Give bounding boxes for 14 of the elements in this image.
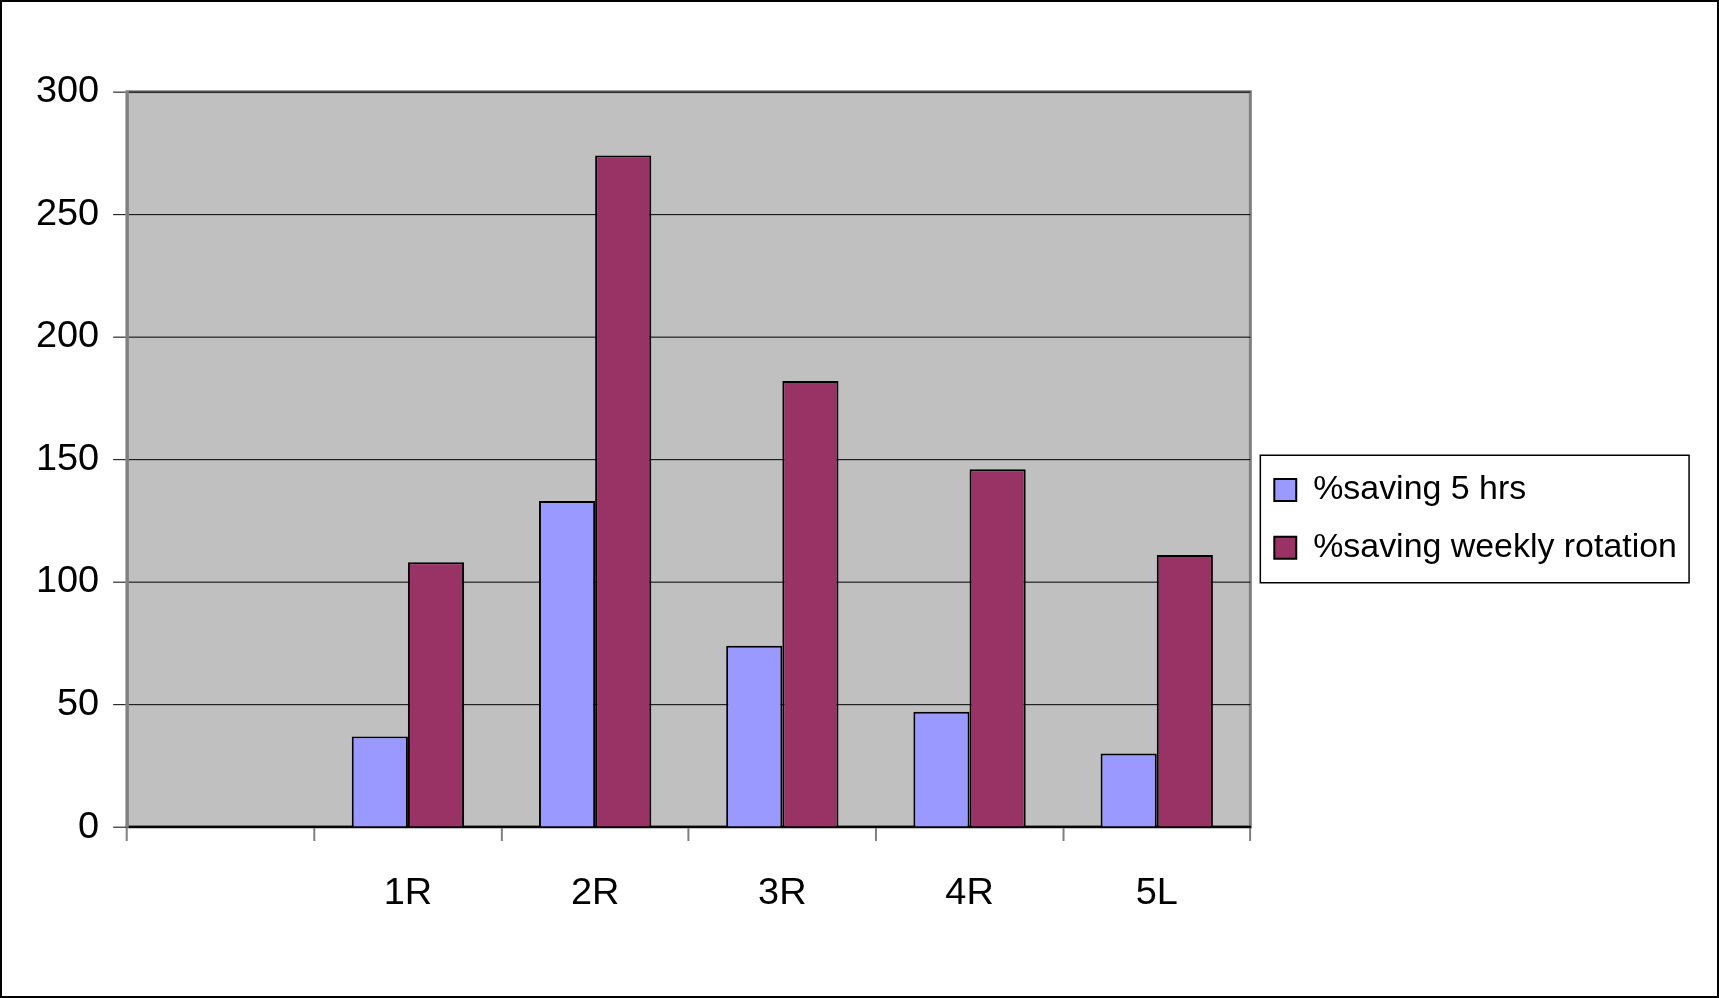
y-tick-label: 250 — [35, 190, 100, 233]
x-tick-label: 1R — [383, 870, 433, 913]
x-tick-label: 3R — [758, 870, 807, 913]
y-tick-label: 100 — [35, 558, 100, 601]
legend-label: %saving 5 hrs — [1313, 468, 1527, 507]
x-tick-label: 5L — [1135, 870, 1178, 913]
y-tick-label: 200 — [35, 313, 100, 356]
y-tick-label: 150 — [35, 435, 100, 478]
y-tick-label: 0 — [78, 803, 100, 846]
y-tick-label: 50 — [57, 680, 100, 723]
y-tick-label: 300 — [35, 68, 100, 111]
x-tick-label: 4R — [945, 870, 994, 913]
legend-label: %saving weekly rotation — [1313, 526, 1677, 565]
x-tick-label: 2R — [570, 870, 620, 913]
